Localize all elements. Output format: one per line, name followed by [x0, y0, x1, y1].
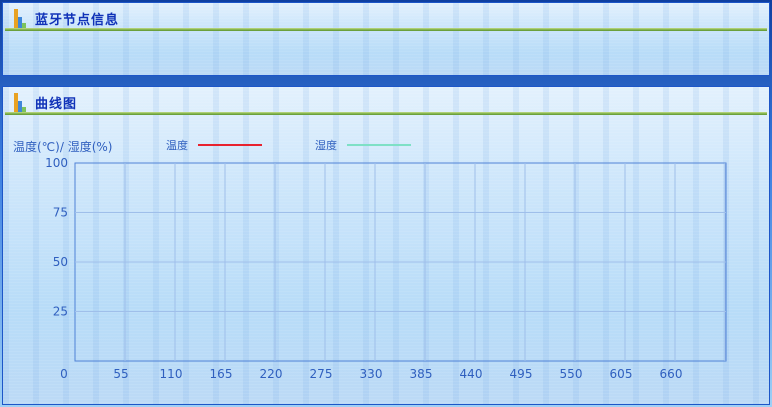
bar-chart-icon: [14, 9, 29, 29]
x-tick-label: 165: [210, 367, 233, 381]
legend-temperature-swatch: [197, 144, 262, 146]
x-tick-label: 55: [113, 367, 128, 381]
curve-header: 曲线图: [3, 87, 769, 115]
header-divider: [5, 28, 767, 31]
x-tick-label: 660: [660, 367, 683, 381]
x-tick-label: 110: [160, 367, 183, 381]
x-tick-label: 605: [610, 367, 633, 381]
x-tick-label: 440: [460, 367, 483, 381]
curve-chart: 100 75 50 25 0 55 110 165 220 275 330 385 440 495 550 6…: [45, 156, 727, 381]
legend-temperature-label: 温度: [166, 139, 188, 152]
icon-bar-c: [22, 23, 26, 29]
y-axis-title: 温度(℃)/ 湿度(%): [13, 140, 113, 154]
icon-bar-b: [18, 101, 22, 113]
icon-bar-a: [14, 93, 18, 113]
curve-panel: 曲线图 温度(℃)/ 湿度(%) 温度 湿度 100 75 50 25 0 55 110 16…: [2, 86, 770, 405]
icon-bar-a: [14, 9, 18, 29]
chart-grid: [74, 162, 727, 362]
bar-chart-icon: [14, 93, 29, 113]
header-divider: [5, 112, 767, 115]
x-tick-label: 330: [360, 367, 383, 381]
x-tick-label: 220: [260, 367, 283, 381]
y-tick-label: 50: [53, 255, 68, 269]
icon-bar-b: [18, 17, 22, 29]
legend-humidity-swatch: [346, 144, 411, 146]
legend-temperature: 温度: [166, 137, 262, 153]
icon-bar-c: [22, 107, 26, 113]
node-info-title: 蓝牙节点信息: [35, 13, 120, 28]
curve-title: 曲线图: [35, 97, 78, 112]
y-tick-label: 100: [45, 156, 68, 170]
x-tick-label: 495: [510, 367, 533, 381]
y-tick-label: 25: [53, 305, 68, 319]
y-tick-label: 75: [53, 206, 68, 220]
node-info-header: 蓝牙节点信息: [3, 3, 769, 31]
x-tick-label: 0: [60, 367, 68, 381]
x-tick-label: 550: [560, 367, 583, 381]
legend-humidity: 湿度: [315, 137, 411, 153]
node-info-panel: 蓝牙节点信息: [2, 2, 770, 76]
x-tick-label: 385: [410, 367, 433, 381]
x-tick-label: 275: [310, 367, 333, 381]
chart-axis: 100 75 50 25 0 55 110 165 220 275 330 385 440 495 550 6…: [45, 156, 682, 381]
legend-humidity-label: 湿度: [315, 139, 337, 152]
